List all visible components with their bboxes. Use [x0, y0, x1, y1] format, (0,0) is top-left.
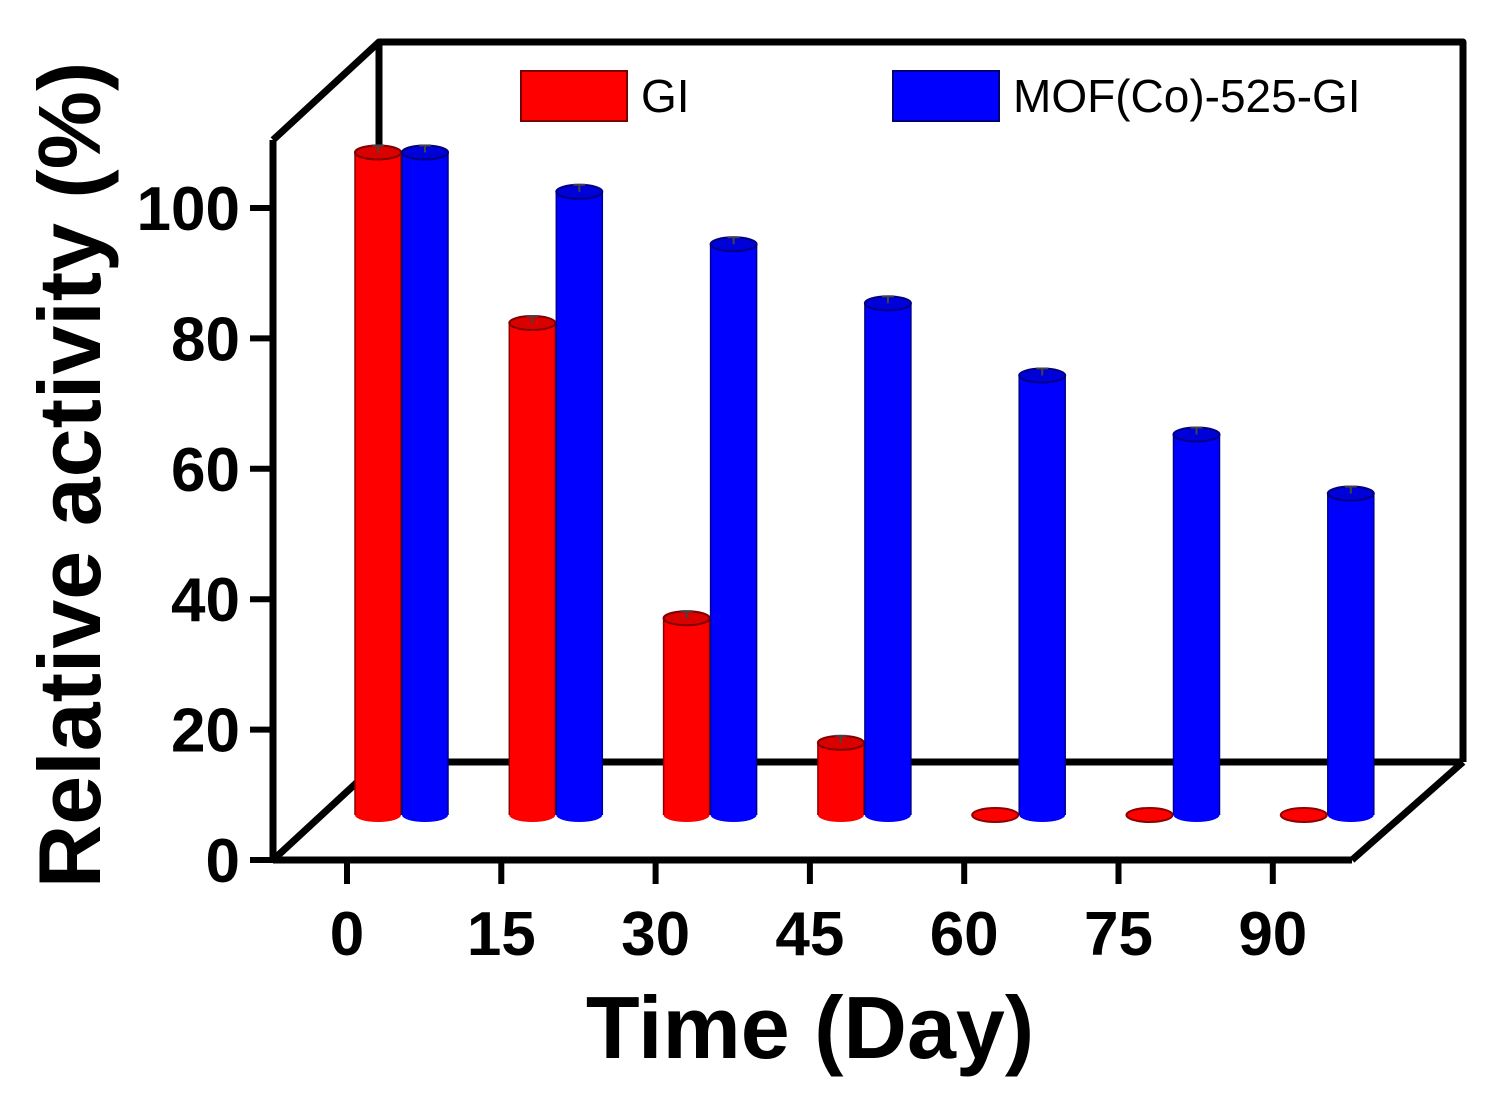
y-tick-label-20: 20 — [171, 697, 240, 766]
y-tick-label-0: 0 — [206, 827, 240, 896]
x-axis-title: Time (Day) — [586, 978, 1034, 1077]
y-tick-label-80: 80 — [171, 305, 240, 374]
y-axis: 0 20 40 60 80 100 — [137, 175, 273, 896]
bar-MOF(Co)-525-GI-30 — [709, 236, 758, 822]
legend-label-gi: GI — [641, 70, 690, 122]
x-axis: 0 15 30 45 60 75 90 — [330, 860, 1307, 969]
y-tick-label-100: 100 — [137, 175, 240, 244]
bar-MOF(Co)-525-GI-60 — [1018, 367, 1067, 822]
bar-MOF(Co)-525-GI-0 — [401, 144, 449, 822]
bar-GI-90 — [1279, 807, 1328, 823]
x-tick-label-15: 15 — [467, 900, 536, 969]
legend-swatch-mof — [892, 70, 1000, 122]
y-tick-label-60: 60 — [171, 436, 240, 505]
bar-GI-30 — [662, 610, 711, 822]
x-tick-label-90: 90 — [1238, 900, 1307, 969]
bar-MOF(Co)-525-GI-45 — [863, 295, 912, 822]
x-tick-label-75: 75 — [1084, 900, 1153, 969]
x-tick-label-30: 30 — [621, 900, 690, 969]
bar-MOF(Co)-525-GI-15 — [555, 183, 604, 822]
bar-GI-60 — [971, 807, 1020, 823]
x-tick-label-60: 60 — [930, 900, 999, 969]
legend: GI MOF(Co)-525-GI — [520, 70, 1361, 122]
x-tick-label-45: 45 — [775, 900, 844, 969]
bar-GI-0 — [354, 144, 402, 822]
bar-MOF(Co)-525-GI-75 — [1172, 426, 1221, 822]
y-axis-title: Relative activity (%) — [20, 62, 119, 889]
legend-item-mof: MOF(Co)-525-GI — [892, 70, 1361, 122]
x-tick-label-0: 0 — [330, 900, 364, 969]
bar-MOF(Co)-525-GI-90 — [1326, 485, 1375, 822]
bar-GI-45 — [816, 734, 865, 822]
bars — [354, 144, 1375, 823]
legend-item-gi: GI — [520, 70, 690, 122]
legend-swatch-gi — [520, 70, 628, 122]
right-floor-edge — [1349, 759, 1466, 863]
bar-GI-75 — [1125, 807, 1174, 823]
y-tick-label-40: 40 — [171, 566, 240, 635]
legend-label-mof: MOF(Co)-525-GI — [1013, 70, 1361, 122]
bar-GI-15 — [508, 315, 557, 822]
top-left-edge — [270, 39, 382, 143]
